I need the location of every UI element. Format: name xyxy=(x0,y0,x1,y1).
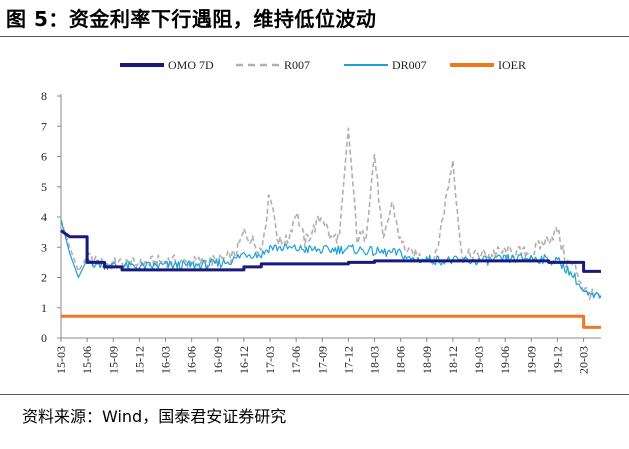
x-tick-label: 16-09 xyxy=(211,346,225,374)
y-tick-label: 4 xyxy=(41,210,47,224)
legend-label: IOER xyxy=(498,58,526,72)
y-tick-label: 6 xyxy=(41,150,47,164)
x-tick-label: 18-03 xyxy=(368,346,382,374)
x-tick-label: 15-12 xyxy=(132,346,146,374)
chart-title: 图 5：资金利率下行遇阻，维持低位波动 xyxy=(6,7,377,31)
series-line-dr007 xyxy=(60,219,602,299)
x-tick-labels: 15-03 15-06 15-09 15-12 16-03 16-06 16-09 16-12… xyxy=(54,338,591,374)
x-tick-label: 18-12 xyxy=(446,346,460,374)
source-divider xyxy=(0,394,629,395)
x-tick-label: 17-06 xyxy=(289,346,303,374)
x-tick-label: 19-09 xyxy=(524,346,538,374)
x-tick-label: 15-06 xyxy=(80,346,94,374)
legend-label: R007 xyxy=(284,58,310,72)
y-tick-label: 7 xyxy=(41,119,47,133)
x-tick-label: 18-09 xyxy=(420,346,434,374)
x-tick-label: 20-03 xyxy=(577,346,591,374)
y-tick-label: 8 xyxy=(41,89,47,103)
line-chart: OMO 7D R007 DR007 IOER 0 1 2 3 4 5 6 7 8 15-03 15-06… xyxy=(41,58,602,374)
x-tick-label: 19-12 xyxy=(550,346,564,374)
legend: OMO 7D R007 DR007 IOER xyxy=(120,58,526,72)
legend-label: DR007 xyxy=(392,58,427,72)
y-tick-label: 1 xyxy=(41,301,47,315)
x-tick-label: 15-09 xyxy=(106,346,120,374)
y-tick-label: 3 xyxy=(41,240,47,254)
series-line-ioer xyxy=(61,314,601,329)
x-tick-label: 17-12 xyxy=(341,346,355,374)
y-tick-labels: 0 1 2 3 4 5 6 7 8 xyxy=(41,89,61,345)
x-tick-label: 16-12 xyxy=(237,346,251,374)
x-tick-label: 16-06 xyxy=(185,346,199,374)
x-tick-label: 17-09 xyxy=(315,346,329,374)
series-lines xyxy=(60,127,602,329)
x-tick-label: 16-03 xyxy=(159,346,173,374)
title-divider xyxy=(0,36,629,37)
axes xyxy=(60,94,601,339)
x-tick-label: 15-03 xyxy=(54,346,68,374)
x-tick-label: 19-03 xyxy=(472,346,486,374)
x-tick-label: 19-06 xyxy=(498,346,512,374)
series-line-r007 xyxy=(60,127,602,301)
y-tick-label: 0 xyxy=(41,331,47,345)
series-line-omo-7d xyxy=(60,229,601,273)
y-tick-label: 2 xyxy=(41,271,47,285)
x-tick-label: 17-03 xyxy=(263,346,277,374)
x-tick-label: 18-06 xyxy=(394,346,408,374)
legend-label: OMO 7D xyxy=(168,58,214,72)
source-note: 资料来源：Wind，国泰君安证券研究 xyxy=(22,407,287,426)
y-tick-label: 5 xyxy=(41,180,47,194)
